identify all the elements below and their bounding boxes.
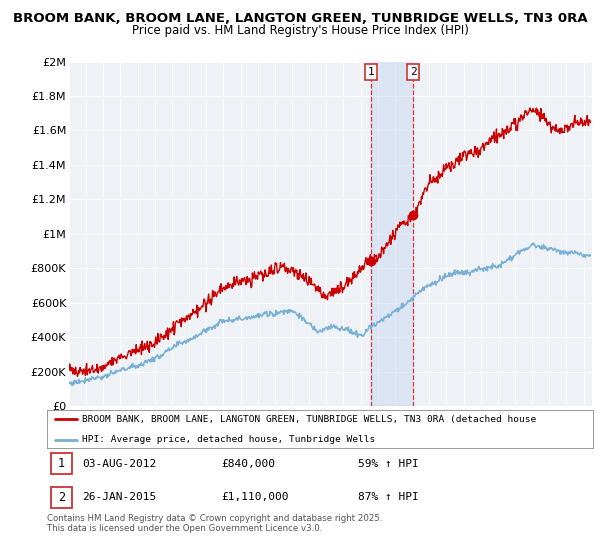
Text: 87% ↑ HPI: 87% ↑ HPI	[358, 492, 419, 502]
Text: Contains HM Land Registry data © Crown copyright and database right 2025.
This d: Contains HM Land Registry data © Crown c…	[47, 514, 382, 534]
Text: £1,110,000: £1,110,000	[221, 492, 289, 502]
Text: 2: 2	[58, 491, 65, 504]
Text: BROOM BANK, BROOM LANE, LANGTON GREEN, TUNBRIDGE WELLS, TN3 0RA (detached house: BROOM BANK, BROOM LANE, LANGTON GREEN, T…	[82, 415, 536, 424]
Text: 2: 2	[410, 67, 416, 77]
Text: HPI: Average price, detached house, Tunbridge Wells: HPI: Average price, detached house, Tunb…	[82, 435, 376, 444]
Text: BROOM BANK, BROOM LANE, LANGTON GREEN, TUNBRIDGE WELLS, TN3 0RA: BROOM BANK, BROOM LANE, LANGTON GREEN, T…	[13, 12, 587, 25]
Text: Price paid vs. HM Land Registry's House Price Index (HPI): Price paid vs. HM Land Registry's House …	[131, 24, 469, 36]
Text: 26-JAN-2015: 26-JAN-2015	[82, 492, 157, 502]
Bar	[371, 62, 413, 406]
Text: 59% ↑ HPI: 59% ↑ HPI	[358, 459, 419, 469]
Text: 03-AUG-2012: 03-AUG-2012	[82, 459, 157, 469]
Bar	[51, 453, 72, 474]
Bar	[51, 487, 72, 508]
Text: £840,000: £840,000	[221, 459, 275, 469]
Text: 1: 1	[58, 457, 65, 470]
Text: 1: 1	[367, 67, 374, 77]
